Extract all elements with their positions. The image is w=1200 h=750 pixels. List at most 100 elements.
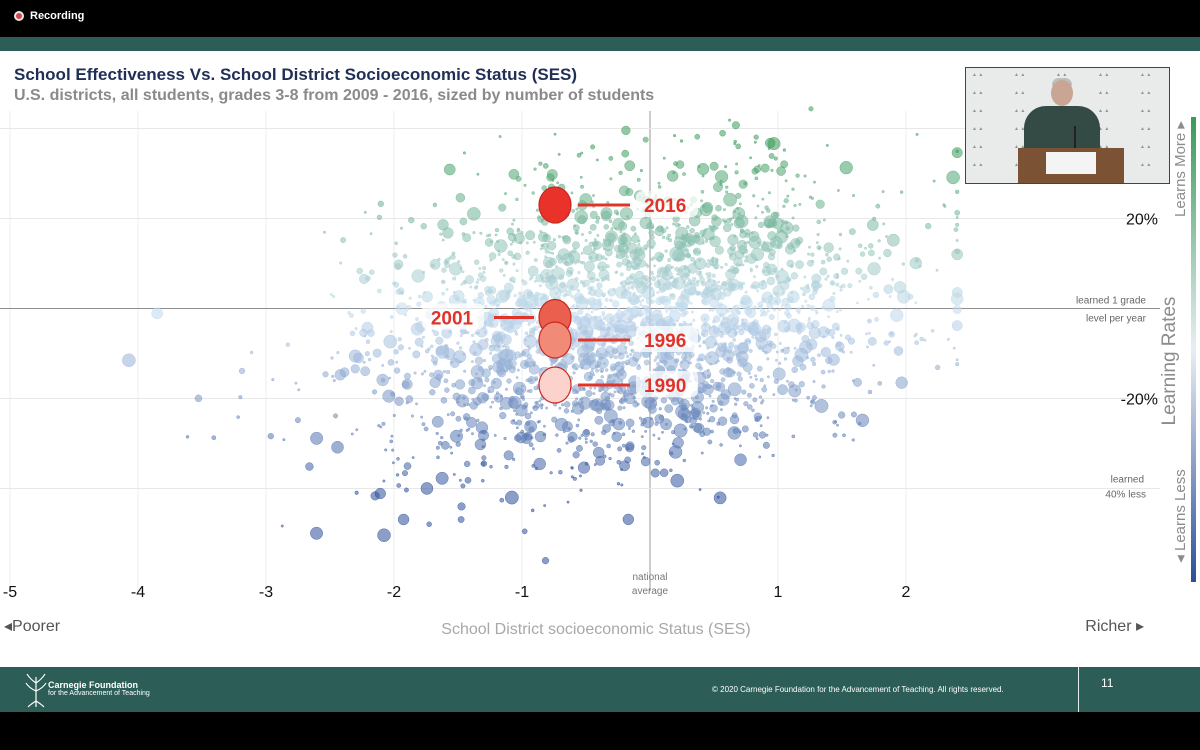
district-point bbox=[753, 165, 762, 174]
district-point bbox=[950, 292, 964, 306]
district-point bbox=[484, 337, 489, 342]
district-point bbox=[548, 251, 552, 255]
district-point bbox=[842, 433, 846, 438]
district-point bbox=[552, 267, 565, 280]
backdrop-logo-icon: ▲ ▲ bbox=[1056, 72, 1068, 78]
district-point bbox=[731, 216, 735, 220]
district-point bbox=[580, 434, 584, 437]
district-point bbox=[620, 341, 624, 345]
district-point bbox=[839, 285, 843, 289]
district-point bbox=[516, 228, 521, 233]
district-point bbox=[577, 461, 591, 474]
district-point bbox=[657, 437, 661, 441]
district-point bbox=[501, 258, 505, 262]
district-point bbox=[914, 257, 920, 263]
district-point bbox=[552, 238, 556, 242]
district-point bbox=[808, 326, 821, 339]
district-point bbox=[846, 259, 850, 263]
district-point bbox=[655, 308, 659, 312]
district-point bbox=[442, 369, 447, 374]
district-point bbox=[579, 316, 592, 329]
district-point bbox=[393, 281, 400, 288]
district-point bbox=[623, 312, 627, 316]
district-point bbox=[458, 346, 463, 350]
district-point bbox=[680, 413, 688, 421]
district-point bbox=[557, 234, 562, 239]
district-point bbox=[770, 343, 777, 349]
district-point bbox=[532, 240, 536, 244]
district-point bbox=[689, 410, 693, 414]
learns-less-label: ◂ Learns Less bbox=[1172, 469, 1189, 562]
district-point bbox=[482, 358, 487, 363]
district-point bbox=[429, 372, 435, 378]
district-point bbox=[654, 226, 665, 237]
district-point bbox=[455, 192, 466, 203]
district-point bbox=[596, 282, 603, 289]
district-point bbox=[671, 430, 676, 435]
district-point bbox=[583, 261, 595, 272]
district-point bbox=[627, 297, 632, 303]
district-point bbox=[608, 219, 613, 223]
district-point bbox=[817, 353, 821, 358]
district-point bbox=[539, 367, 543, 371]
district-point bbox=[778, 308, 782, 312]
district-point bbox=[858, 279, 862, 283]
district-point bbox=[515, 426, 519, 430]
district-point bbox=[389, 330, 393, 334]
district-point bbox=[592, 446, 605, 459]
district-point bbox=[474, 356, 484, 365]
district-point bbox=[918, 264, 922, 268]
district-point bbox=[952, 346, 956, 350]
district-point bbox=[533, 258, 538, 262]
district-point bbox=[864, 246, 867, 250]
district-point bbox=[699, 357, 703, 362]
district-point bbox=[759, 378, 764, 383]
district-point bbox=[590, 329, 594, 333]
district-point bbox=[955, 222, 960, 227]
backdrop-logo-icon: ▲ ▲ bbox=[1014, 126, 1026, 132]
district-point bbox=[657, 185, 662, 189]
district-point bbox=[822, 335, 826, 339]
district-point bbox=[578, 436, 582, 440]
district-point bbox=[930, 328, 935, 333]
district-point bbox=[417, 294, 422, 299]
district-point bbox=[515, 389, 519, 393]
district-point bbox=[645, 283, 651, 289]
district-point bbox=[408, 296, 412, 300]
district-point bbox=[791, 187, 795, 191]
district-point bbox=[867, 337, 877, 346]
district-point bbox=[693, 281, 700, 287]
district-point bbox=[750, 231, 754, 235]
district-point bbox=[799, 286, 803, 290]
district-point bbox=[618, 170, 623, 176]
district-point bbox=[420, 372, 425, 376]
district-point bbox=[420, 344, 424, 348]
district-point bbox=[820, 347, 831, 358]
district-point bbox=[650, 270, 654, 274]
x-axis-labels: -5 -4 -3 -2 -1 1 2 national average ◂Poorer Richer… bbox=[3, 572, 1144, 638]
district-point bbox=[577, 295, 587, 305]
year-label: 2016 bbox=[644, 196, 686, 217]
district-point bbox=[551, 251, 555, 255]
district-point bbox=[570, 475, 574, 479]
district-point bbox=[624, 288, 628, 293]
district-point bbox=[527, 376, 536, 385]
district-point bbox=[750, 247, 765, 261]
district-point bbox=[630, 281, 634, 285]
district-point bbox=[649, 282, 653, 286]
district-point bbox=[574, 209, 589, 224]
district-point bbox=[383, 334, 398, 349]
district-point bbox=[626, 354, 630, 359]
district-point bbox=[838, 411, 846, 419]
district-point bbox=[481, 455, 487, 461]
district-point bbox=[664, 354, 668, 357]
district-point bbox=[503, 436, 507, 441]
district-point bbox=[807, 252, 811, 256]
district-point bbox=[488, 252, 497, 260]
district-point bbox=[499, 497, 505, 503]
district-point bbox=[780, 160, 789, 169]
learns-more-label: Learns More ▸ bbox=[1172, 121, 1189, 217]
district-point bbox=[791, 434, 796, 439]
district-point bbox=[431, 329, 435, 333]
district-point bbox=[825, 252, 829, 257]
